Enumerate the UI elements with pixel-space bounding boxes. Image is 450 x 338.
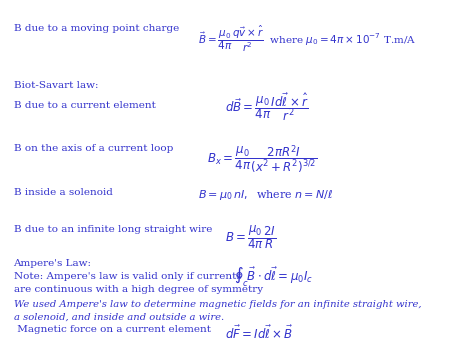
Text: B inside a solenoid: B inside a solenoid: [14, 188, 112, 197]
Text: $d\vec{B} = \dfrac{\mu_0}{4\pi} \dfrac{Id\vec{\ell} \times \hat{r}}{r^2}$: $d\vec{B} = \dfrac{\mu_0}{4\pi} \dfrac{I…: [225, 91, 309, 123]
Text: are continuous with a high degree of symmetry: are continuous with a high degree of sym…: [14, 285, 263, 294]
Text: We used Ampere's law to determine magnetic fields for an infinite straight wire,: We used Ampere's law to determine magnet…: [14, 300, 421, 309]
Text: $\oint_c \vec{B} \cdot d\vec{\ell} = \mu_0 I_c$: $\oint_c \vec{B} \cdot d\vec{\ell} = \mu…: [234, 265, 313, 289]
Text: B due to a current element: B due to a current element: [14, 101, 155, 111]
Text: B due to a moving point charge: B due to a moving point charge: [14, 24, 179, 33]
Text: a solenoid, and inside and outside a wire.: a solenoid, and inside and outside a wir…: [14, 313, 224, 322]
Text: Note: Ampere's law is valid only if currents: Note: Ampere's law is valid only if curr…: [14, 272, 241, 281]
Text: Ampere's Law:: Ampere's Law:: [14, 259, 91, 268]
Text: B on the axis of a current loop: B on the axis of a current loop: [14, 144, 173, 153]
Text: $B = \mu_0\, nI,\;$ where $n = N/\ell$: $B = \mu_0\, nI,\;$ where $n = N/\ell$: [198, 188, 333, 201]
Text: B due to an infinite long straight wire: B due to an infinite long straight wire: [14, 225, 212, 234]
Text: $\vec{B} = \dfrac{\mu_0}{4\pi} \dfrac{q\vec{v} \times \hat{r}}{r^2}$  where $\mu: $\vec{B} = \dfrac{\mu_0}{4\pi} \dfrac{q\…: [198, 24, 416, 54]
Text: $d\vec{F} = Id\vec{\ell} \times \vec{B}$: $d\vec{F} = Id\vec{\ell} \times \vec{B}$: [225, 325, 293, 338]
Text: $B = \dfrac{\mu_0}{4\pi} \dfrac{2I}{R}$: $B = \dfrac{\mu_0}{4\pi} \dfrac{2I}{R}$: [225, 225, 276, 251]
Text: Magnetic force on a current element: Magnetic force on a current element: [14, 325, 211, 334]
Text: $B_x = \dfrac{\mu_0}{4\pi} \dfrac{2\pi R^2 I}{\left(x^2 + R^2\right)^{3/2}}$: $B_x = \dfrac{\mu_0}{4\pi} \dfrac{2\pi R…: [207, 144, 317, 176]
Text: Biot-Savart law:: Biot-Savart law:: [14, 81, 98, 90]
